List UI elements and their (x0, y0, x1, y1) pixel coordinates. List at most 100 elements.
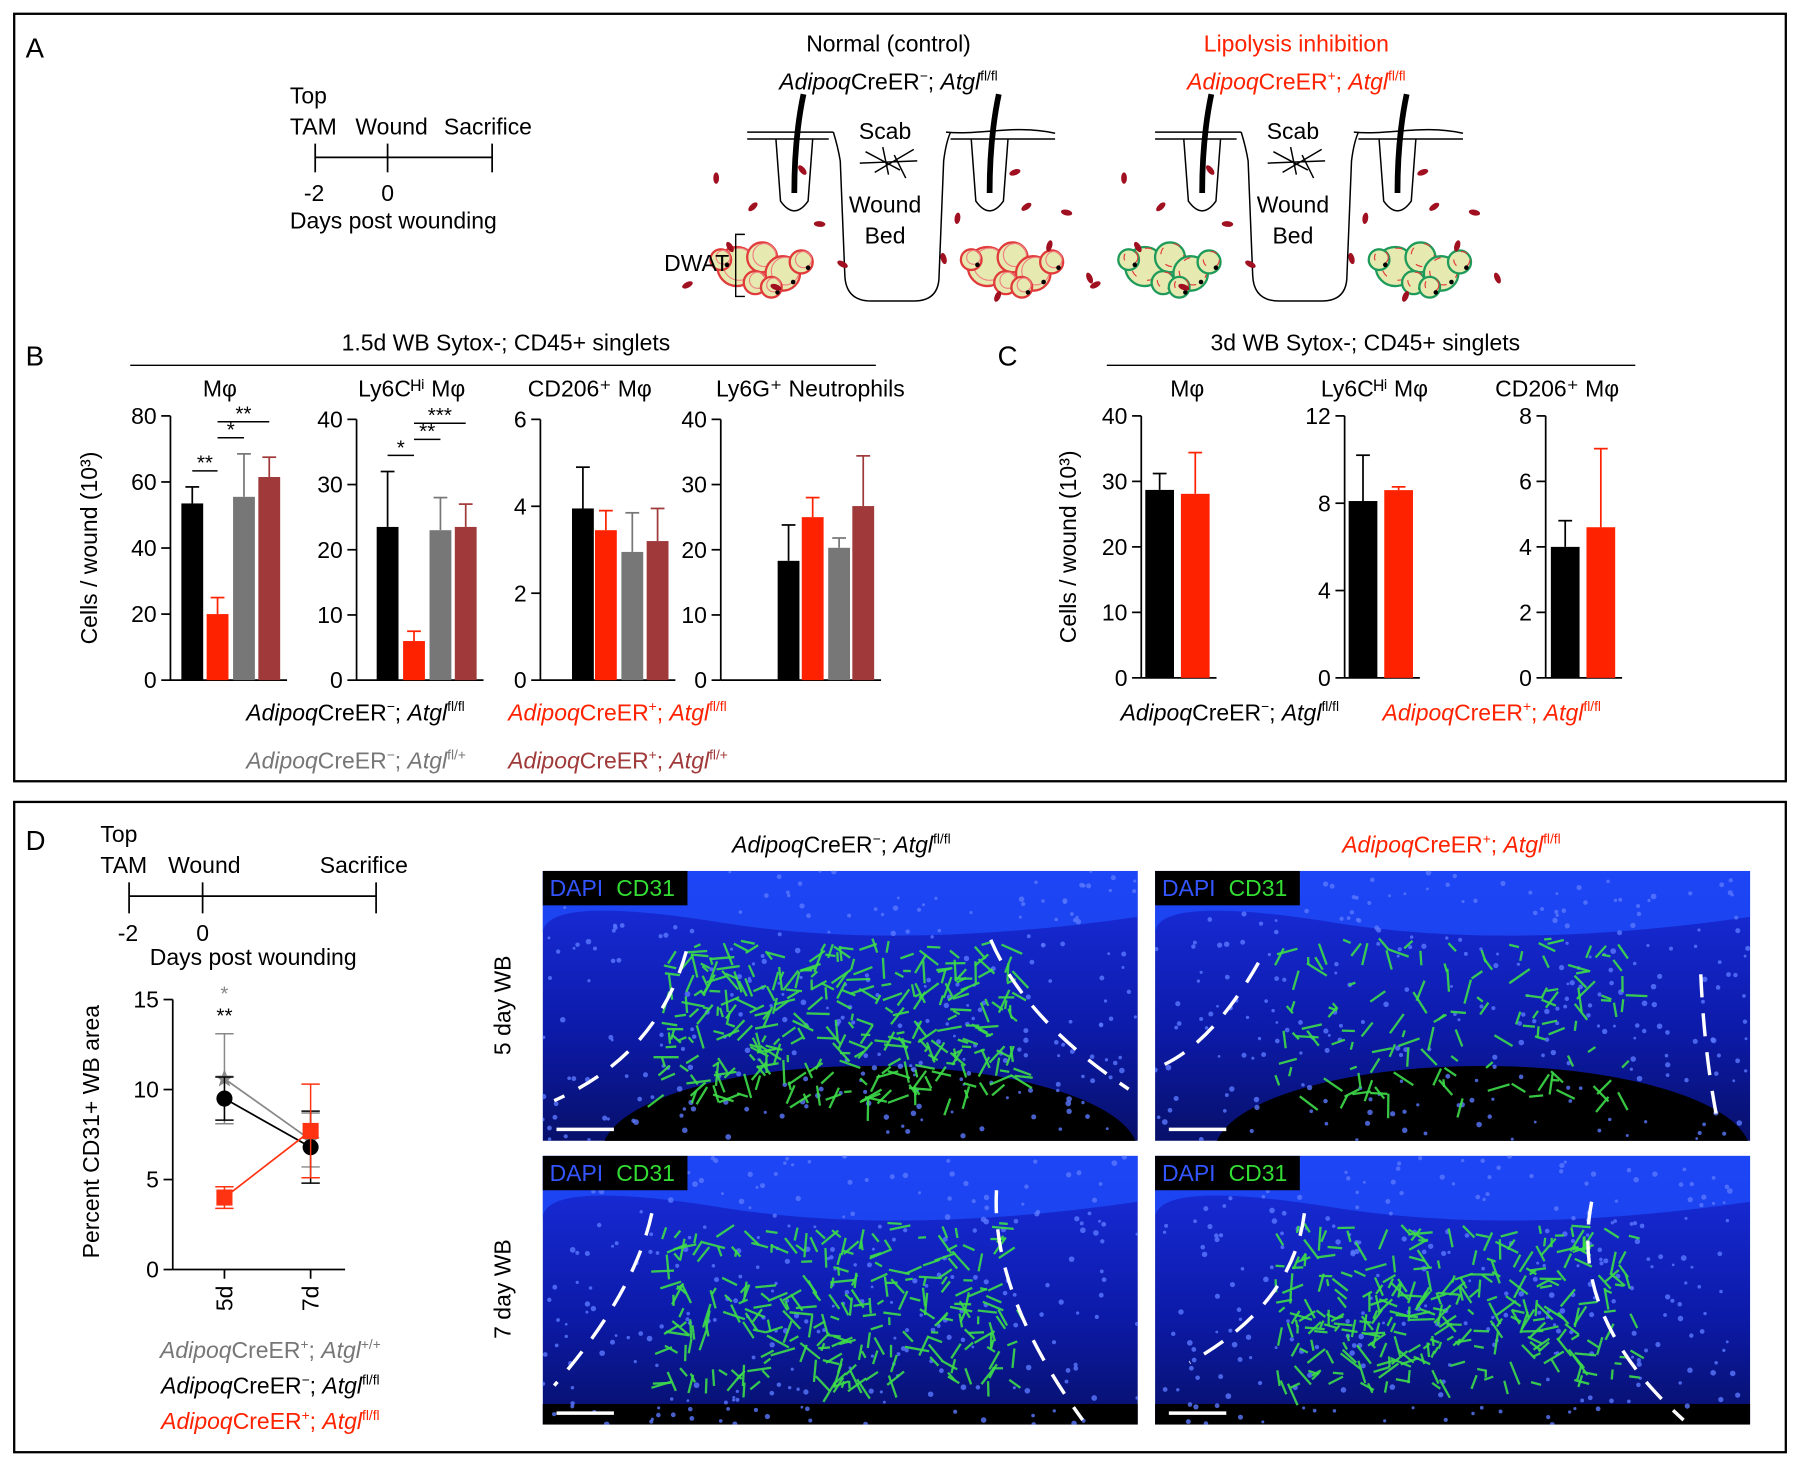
vessel (1011, 970, 1030, 989)
nucleus (1060, 941, 1066, 947)
vessel (815, 1085, 822, 1106)
nucleus (863, 1421, 869, 1425)
vessel (836, 981, 847, 1000)
vessel (830, 1278, 856, 1284)
vessel (1298, 1310, 1316, 1323)
micrograph: DAPI CD31 (1155, 870, 1751, 1141)
vessel (702, 1303, 712, 1328)
vessel (995, 1315, 1007, 1330)
nucleus (844, 1289, 850, 1295)
nucleus (614, 1241, 619, 1246)
nucleus (1665, 1062, 1671, 1068)
nucleus (1727, 890, 1733, 896)
nucleus (910, 1110, 917, 1117)
nucleus (646, 1335, 653, 1342)
nucleus (860, 1071, 866, 1076)
nucleus (1376, 927, 1382, 933)
vessel (815, 1229, 826, 1240)
vessel (721, 1276, 738, 1287)
nucleus (714, 1277, 720, 1283)
genotype-part: Atgl (406, 699, 448, 725)
vessel (862, 1313, 877, 1318)
vessel (1495, 1299, 1517, 1317)
scab (1267, 146, 1326, 179)
nucleus (1544, 1228, 1550, 1234)
vessel (763, 1048, 772, 1056)
y-tick-label: 4 (514, 493, 527, 519)
nucleus (611, 1244, 615, 1248)
nucleus (1496, 1165, 1501, 1171)
nucleus (1351, 895, 1356, 900)
nucleus (1597, 992, 1602, 997)
vessel (1612, 959, 1623, 972)
nucleus (1079, 882, 1085, 888)
vessel (811, 979, 828, 990)
nucleus (1178, 1309, 1184, 1315)
vessel (1433, 1013, 1447, 1024)
nucleus (1742, 1019, 1748, 1024)
nucleus (610, 958, 616, 964)
vessel (779, 1297, 789, 1311)
nucleus (1135, 1396, 1138, 1400)
vessel (792, 1012, 810, 1029)
nucleus (1101, 1277, 1107, 1283)
nucleus (826, 1256, 830, 1261)
vessel (922, 960, 926, 984)
vessel (848, 1297, 853, 1316)
vessel (881, 982, 892, 987)
vessel (695, 1086, 709, 1105)
vessel (1409, 1317, 1435, 1322)
nucleus (1271, 1218, 1278, 1224)
vessel (1485, 1061, 1494, 1069)
nucleus (818, 870, 822, 873)
nucleus (1584, 1181, 1589, 1186)
vessel (874, 1261, 883, 1268)
nucleus (1309, 1109, 1314, 1114)
nucleus (1613, 1219, 1617, 1223)
vessel (755, 1032, 763, 1052)
panel-label: A (26, 32, 45, 63)
bar (594, 530, 617, 681)
nucleus (755, 1185, 759, 1189)
nucleus (1214, 1293, 1220, 1299)
chart-title: Ly6Cᴴⁱ Mφ (1321, 375, 1428, 401)
nucleus (946, 1334, 952, 1340)
vessel (1539, 1284, 1553, 1289)
nucleus (947, 1196, 952, 1201)
y-tick-label: 30 (681, 472, 707, 498)
vessel (930, 1039, 949, 1054)
nucleus (667, 1197, 674, 1203)
nucleus (1361, 1311, 1365, 1315)
vessel (702, 1241, 726, 1250)
vessel (1586, 1339, 1600, 1349)
vessel (1456, 1328, 1473, 1346)
nucleus (747, 976, 751, 980)
nucleus (880, 912, 885, 917)
vessel (1400, 1356, 1420, 1366)
vessel (712, 1084, 720, 1103)
genotype-part: Adipoq (158, 1337, 232, 1363)
vessel (782, 1059, 786, 1084)
vessel (1446, 968, 1451, 992)
vessel (1556, 1337, 1573, 1357)
vessel (913, 1020, 927, 1037)
vessel (1587, 1046, 1597, 1053)
nucleus (1626, 1167, 1632, 1173)
panel-frame (13, 12, 1787, 783)
vessel (839, 1059, 861, 1070)
vessel (987, 1282, 1004, 1292)
nucleus (1710, 1369, 1716, 1376)
wound-edge (1188, 1213, 1307, 1365)
vessel (1276, 947, 1298, 956)
nucleus (1034, 880, 1038, 885)
nucleus (1503, 1312, 1509, 1318)
genotype-part: CreER (318, 699, 387, 725)
nucleus (930, 935, 934, 939)
vessel (654, 1346, 673, 1355)
vessel (673, 1229, 682, 1239)
nucleus (626, 1335, 630, 1340)
nucleus (1253, 1096, 1260, 1103)
stain-label: CD31 (616, 875, 675, 901)
vessel (1450, 1010, 1466, 1015)
vessel (1556, 1245, 1579, 1254)
